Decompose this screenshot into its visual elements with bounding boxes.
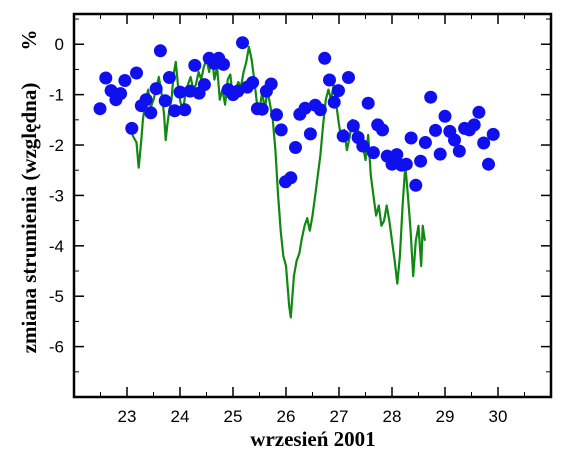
x-axis-ticks: 23 24 25 26 27 28 29 30	[100, 14, 525, 426]
y-axis-title: zmiana strumienia (względna)	[17, 83, 41, 354]
data-point	[433, 147, 447, 161]
data-point	[274, 123, 288, 137]
data-point	[188, 58, 202, 72]
data-point	[139, 93, 153, 107]
data-point	[452, 144, 466, 158]
data-point	[390, 148, 404, 162]
data-point	[385, 157, 399, 171]
data-point	[346, 119, 360, 133]
data-point	[477, 136, 491, 150]
data-point	[424, 90, 438, 104]
data-point	[467, 118, 481, 132]
data-point	[217, 57, 230, 71]
x-axis-title: wrzesień 2001	[250, 427, 375, 451]
y-tick-label: -2	[49, 136, 64, 155]
data-point	[93, 102, 107, 116]
data-point	[318, 51, 332, 65]
data-point	[114, 87, 128, 101]
x-tick-label: 26	[277, 407, 296, 426]
data-point	[323, 73, 336, 87]
x-tick-label: 30	[489, 407, 508, 426]
data-point	[472, 105, 486, 119]
x-tick-label: 25	[224, 407, 243, 426]
data-point	[284, 171, 298, 185]
y-tick-label: -4	[49, 237, 64, 256]
data-point	[418, 136, 432, 149]
data-point	[144, 106, 158, 120]
data-point	[118, 74, 132, 87]
y-axis-unit: %	[17, 30, 41, 51]
data-point	[429, 123, 442, 137]
data-point	[409, 178, 423, 192]
data-point	[313, 103, 327, 117]
data-point	[125, 121, 139, 135]
data-point	[158, 94, 172, 108]
x-tick-label: 24	[171, 407, 190, 426]
data-point	[173, 85, 187, 99]
data-point	[236, 36, 249, 50]
data-point	[246, 76, 260, 89]
x-tick-label: 23	[118, 407, 137, 426]
data-point	[168, 104, 182, 118]
x-tick-label: 27	[330, 407, 349, 426]
y-tick-label: -1	[49, 86, 64, 105]
data-point	[404, 131, 418, 145]
data-point	[376, 123, 389, 137]
data-point	[361, 96, 375, 110]
data-point	[264, 77, 278, 91]
data-point	[342, 71, 355, 84]
data-point	[486, 127, 500, 141]
x-tick-label: 28	[383, 407, 402, 426]
data-point	[298, 101, 312, 115]
data-point	[130, 66, 143, 80]
y-axis-ticks: 0 -1 -2 -3 -4 -5 -6	[49, 18, 551, 373]
data-point	[336, 129, 350, 143]
x-tick-label: 29	[436, 407, 455, 426]
data-point	[332, 84, 345, 98]
y-tick-label: -3	[49, 186, 64, 205]
data-point	[414, 154, 428, 168]
data-point	[178, 103, 192, 117]
data-point	[99, 71, 113, 85]
data-point	[197, 78, 211, 92]
data-point	[270, 108, 283, 122]
data-point	[366, 146, 380, 160]
data-point	[448, 133, 461, 147]
data-point	[255, 102, 269, 116]
y-tick-label: 0	[55, 35, 64, 54]
data-point	[303, 127, 317, 141]
y-tick-label: -5	[49, 287, 64, 306]
y-tick-label: -6	[49, 338, 64, 357]
data-point	[162, 71, 176, 84]
data-point	[289, 141, 302, 154]
data-point	[149, 82, 163, 96]
data-point	[153, 44, 167, 58]
data-point	[399, 157, 413, 171]
data-point	[356, 139, 370, 153]
data-point	[327, 95, 341, 109]
data-point	[438, 109, 452, 123]
series-points	[93, 36, 500, 192]
data-point	[482, 157, 495, 171]
